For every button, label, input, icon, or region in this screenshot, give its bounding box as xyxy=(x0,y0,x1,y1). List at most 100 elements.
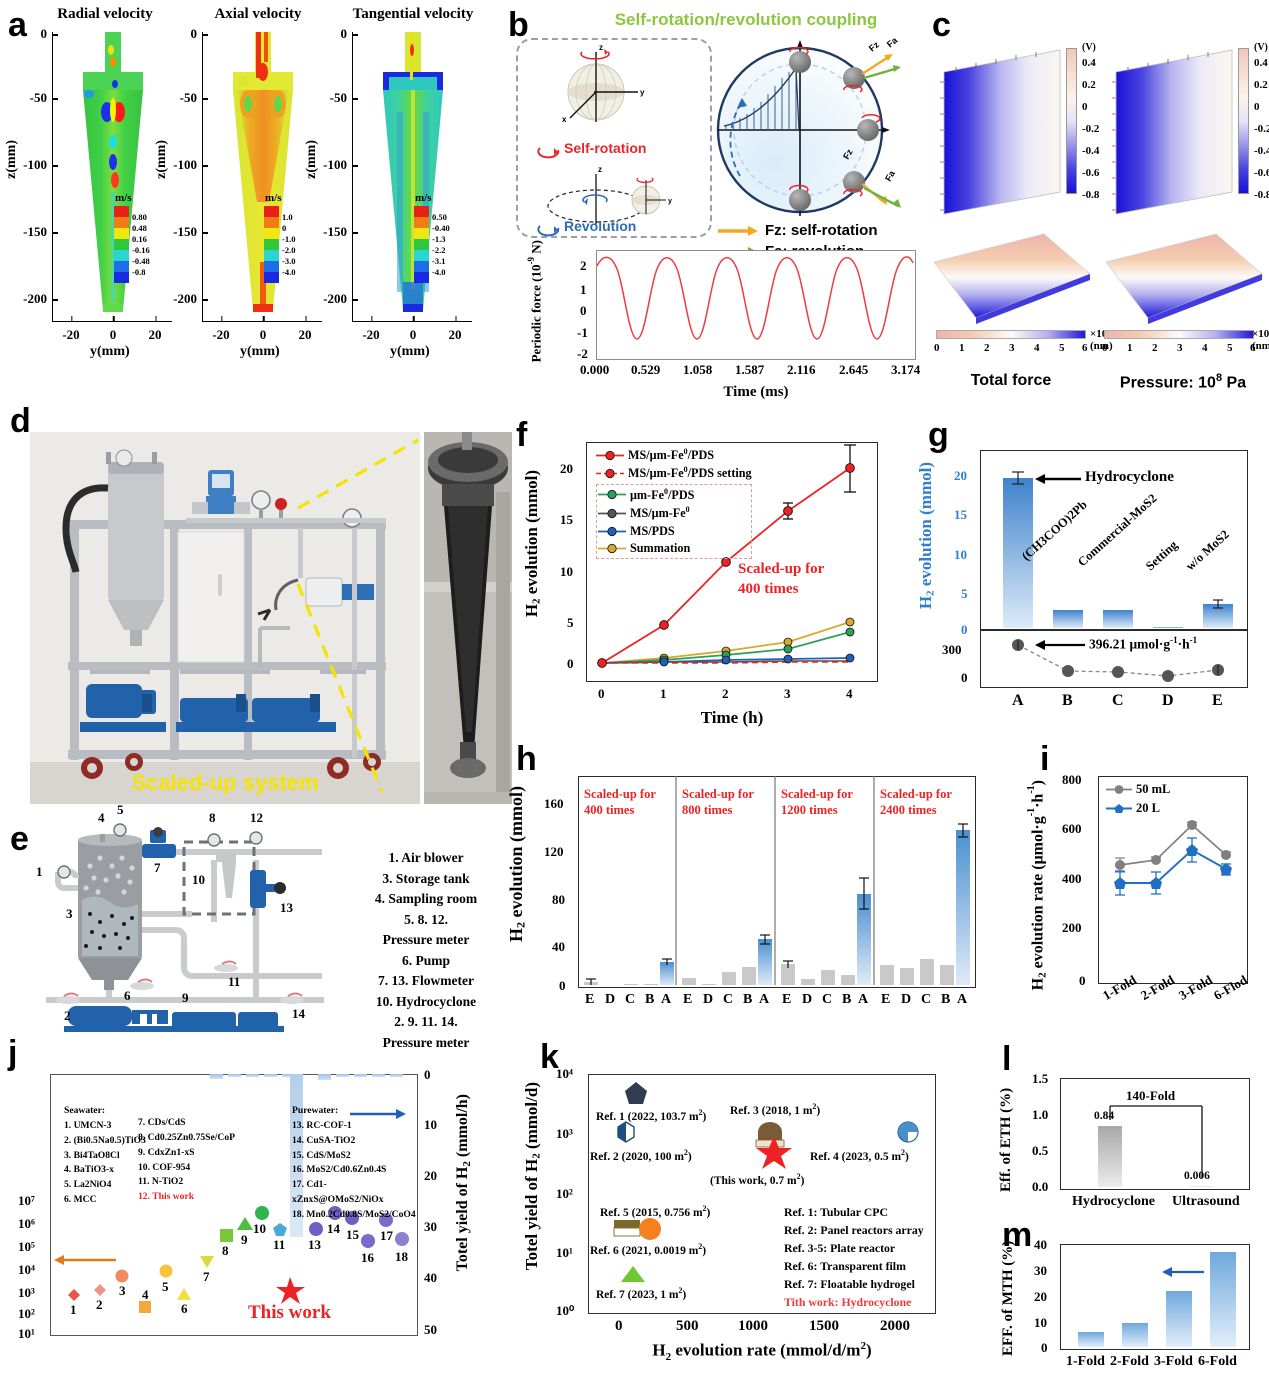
axis-label-y: Eff. of ETH (%) xyxy=(998,1087,1014,1192)
axis-label-y-exp: -9 xyxy=(526,256,536,265)
panel-k-plot xyxy=(613,1082,919,1282)
point-label-ref3: Ref. 3 (2018, 1 m2) xyxy=(730,1102,820,1117)
panel-g-chart: Hydrocyclone (CH3COO)2Pb Commercial-MoS2… xyxy=(916,450,1248,709)
panel-k-legend: Ref. 1: Tubular CPC Ref. 2: Panel reacto… xyxy=(784,1204,924,1312)
colorbar-unit-nm: (nm) xyxy=(1252,340,1269,353)
legend-item: 4. Sampling room xyxy=(374,891,478,907)
legend-entry: MS/μm-Fe0/PDS setting xyxy=(596,464,752,482)
legend-sup: 0 xyxy=(685,505,690,515)
legend-entry: 20 L xyxy=(1106,799,1170,818)
contour-plot-axial: 0 -50 -100 -150 -200 -20 0 20 y(mm) z(mm… xyxy=(154,26,322,359)
panel-k-chart: Ref. 1 (2022, 103.7 m2) Ref. 2 (2020, 10… xyxy=(522,1066,936,1363)
schematic-number-14: 14 xyxy=(292,1006,305,1021)
panel-a-axial-velocity: Axial velocity xyxy=(178,6,328,23)
svg-text:Fz: Fz xyxy=(867,39,881,53)
legend-item: 1. UMCN-3 xyxy=(64,1119,112,1131)
subplot-title: Tangential velocity xyxy=(352,6,474,22)
label-sup: 2 xyxy=(678,1286,683,1295)
axis-tick-x: D xyxy=(605,992,616,1007)
axis-tick-y: 1.5 xyxy=(1032,1071,1049,1086)
legend-tail: /PDS xyxy=(667,487,695,502)
schematic-number-10: 10 xyxy=(192,872,205,887)
axis-tick-x: 2.116 xyxy=(787,362,816,377)
colorbar-tick: -2.2 xyxy=(432,245,446,255)
panel-f-annotation: Scaled-up for 400 times xyxy=(738,560,824,600)
axis-tick-y: 0 xyxy=(559,978,566,993)
axis-tick-y: 20 xyxy=(954,468,967,483)
axis-tick-y: 5 xyxy=(567,615,574,630)
axis-tick-x: 500 xyxy=(676,1318,699,1334)
panel-label-a: a xyxy=(8,6,27,44)
legend-sup: 0 xyxy=(663,486,668,496)
axis-label-y: H2 evolution (mmol) xyxy=(916,462,936,637)
axis-tick-x: 4 xyxy=(846,686,853,701)
caption-exp: 8 xyxy=(1215,372,1223,384)
colorbar-tick: 0.4 xyxy=(1254,57,1268,69)
label-sup: 2 xyxy=(683,1148,688,1157)
axis-tick-x: 20 xyxy=(149,316,162,343)
legend-heading: Seawater: xyxy=(64,1105,106,1116)
legend-item: 7. CDs/CdS xyxy=(138,1117,186,1128)
legend-entry: μm-Fe0/PDS xyxy=(598,486,748,504)
point-label: 6 xyxy=(181,1301,188,1316)
colorbar-tick: -1.3 xyxy=(432,234,446,244)
axis-label-y-a: evolution rate (μmol·g xyxy=(1029,816,1047,973)
colorbar-tick: -0.4 xyxy=(1254,145,1269,157)
axis-tick-x: 3 xyxy=(784,686,791,701)
legend-item: 4. BaTiO3-x xyxy=(64,1164,114,1176)
axis-tick-y: 5 xyxy=(961,586,968,601)
axis-tick-y: 40 xyxy=(1034,1237,1047,1252)
colorbar-voltage-left xyxy=(1066,48,1077,194)
point-label: 14 xyxy=(327,1221,340,1236)
schematic-number-3: 3 xyxy=(66,906,73,921)
legend-item: 3. Storage tank xyxy=(382,870,470,886)
axis-tick-y: 0 xyxy=(961,622,968,637)
legend-entry: MS/μm-Fe0 xyxy=(598,504,748,522)
legend-item: 11. N-TiO2 xyxy=(138,1176,184,1188)
axis-tick-y: 0 xyxy=(41,26,58,42)
point-label-ref7: Ref. 7 (2023, 1 m2) xyxy=(596,1286,686,1301)
legend-item: Ref. 1: Tubular CPC xyxy=(784,1205,889,1219)
legend-item: 3. Bi4TaO8Cl xyxy=(64,1149,120,1161)
panel-c-surface-left: (V) 0.4 0.2 0 -0.2 -0.4 -0.6 -0.8 xyxy=(936,42,1099,217)
axis-tick-y: 0 xyxy=(1079,973,1086,988)
axis-label-y-rest: evolution (mmol) xyxy=(916,462,935,591)
colorbar-tick: 4 xyxy=(1202,342,1208,354)
axis-tick-x: E xyxy=(881,992,891,1007)
colorbar-tick: -0.8 xyxy=(1254,189,1269,201)
axis-tick-y: -2 xyxy=(577,346,588,361)
legend-marker-icon xyxy=(596,468,624,479)
panel-g-bottom-frame: 396.21 μmol·g-1·h-1 xyxy=(980,630,1248,688)
colorbar-voltage-right xyxy=(1238,48,1249,194)
colorbar-tick: -0.16 xyxy=(132,245,150,255)
panel-d-hydrocyclone-closeup xyxy=(424,432,512,804)
colorbar-tick: 2 xyxy=(1152,342,1158,354)
panel-label-e: e xyxy=(10,820,29,858)
panel-c-displacement-left xyxy=(932,222,1092,332)
axis-tick-y: 0 xyxy=(580,303,587,318)
panel-g-top-frame: Hydrocyclone (CH3COO)2Pb Commercial-MoS2… xyxy=(980,450,1248,630)
legend-item: 5. 8. 12. xyxy=(404,911,448,927)
axis-tick-x: A xyxy=(759,992,770,1007)
axis-tick-x: C xyxy=(625,992,636,1007)
axis-label-y-main: H xyxy=(1029,977,1047,991)
axis-tick-x: 6-Fold xyxy=(1198,1354,1237,1369)
axis-tick-y: 10 xyxy=(954,547,967,562)
axis-tick-y: -100 xyxy=(173,157,208,173)
legend-item: Pressure meter xyxy=(382,932,470,948)
axis-tick-y: -1 xyxy=(577,325,588,340)
axis-label-y: z(mm) xyxy=(304,140,319,179)
legend-item: 18. Mn0.2Cd0.8S/MoS2/CoO4 xyxy=(292,1209,416,1221)
axis-label-y-unit: N) xyxy=(528,240,544,257)
panel-g-rate-line xyxy=(1012,639,1224,682)
axis-tick-y: 40 xyxy=(552,939,565,954)
axis-label-y-rest: evolution (mmol) xyxy=(522,470,541,599)
group-annotation-line1: Scaled-up for xyxy=(781,787,853,801)
legend-tail: /PDS xyxy=(687,448,715,463)
colorbar-tick: -4.0 xyxy=(432,267,446,277)
colorbar-tick: 0.80 xyxy=(132,212,147,222)
colorbar-tick: -2.0 xyxy=(282,245,296,255)
axis-label-rest: (mmol/h) xyxy=(454,1094,471,1162)
label-b: ) xyxy=(702,1244,707,1257)
legend-item: 17. Cd1-xZnxS@OMoS2/NiOx xyxy=(292,1179,384,1206)
